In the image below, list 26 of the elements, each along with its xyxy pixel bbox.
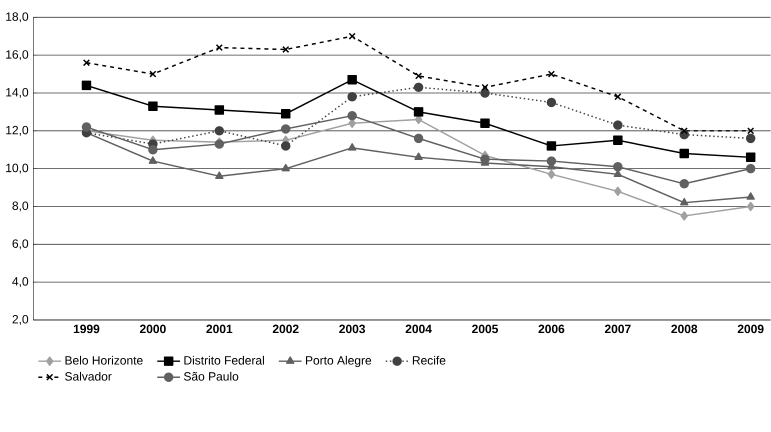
y-tick-label: 6,0 [12, 239, 28, 250]
x-tick-label: 2002 [272, 324, 299, 334]
x-tick-label: 2008 [671, 324, 698, 334]
x-tick-label: 2006 [538, 324, 564, 334]
x-tick-label: 2009 [738, 324, 764, 334]
legend-label: Salvador [65, 372, 112, 381]
x-tick-label: 2007 [604, 324, 631, 334]
legend-label: Recife [412, 356, 446, 365]
y-tick-label: 18,0 [6, 12, 28, 22]
y-tick-label: 10,0 [6, 164, 28, 174]
legend-label: Distrito Federal [184, 356, 264, 365]
y-tick-label: 8,0 [12, 202, 28, 212]
x-tick-label: 2001 [206, 324, 232, 334]
y-tick-label: 12,0 [6, 126, 28, 136]
legend-label: Porto Alegre [306, 356, 372, 368]
x-tick-label: 2004 [406, 324, 432, 334]
y-tick-label: 2,0 [12, 315, 28, 325]
y-tick-label: 14,0 [6, 88, 28, 98]
x-tick-label: 2000 [140, 324, 166, 334]
y-tick-label: 4,0 [12, 277, 28, 288]
legend-label: Belo Horizonte [65, 356, 143, 365]
legend-label: São Paulo [184, 372, 238, 381]
y-tick-label: 16,0 [6, 50, 28, 60]
x-tick-label: 2005 [472, 324, 498, 334]
x-tick-label: 2003 [339, 324, 366, 334]
x-tick-label: 1999 [74, 324, 100, 334]
